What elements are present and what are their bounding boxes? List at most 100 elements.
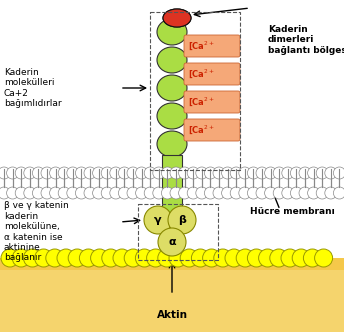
Circle shape xyxy=(68,249,86,267)
Circle shape xyxy=(247,167,259,179)
Circle shape xyxy=(147,249,164,267)
Circle shape xyxy=(153,187,165,199)
Circle shape xyxy=(58,167,70,179)
Circle shape xyxy=(161,187,173,199)
Circle shape xyxy=(144,187,156,199)
Circle shape xyxy=(213,167,225,179)
Circle shape xyxy=(75,187,87,199)
Text: [Ca$^{2+}$: [Ca$^{2+}$ xyxy=(188,68,215,80)
Circle shape xyxy=(35,249,53,267)
Circle shape xyxy=(239,167,251,179)
Circle shape xyxy=(127,187,139,199)
Text: Aktin: Aktin xyxy=(157,310,187,320)
Circle shape xyxy=(239,187,251,199)
Circle shape xyxy=(170,167,182,179)
Ellipse shape xyxy=(163,9,191,27)
Circle shape xyxy=(196,167,208,179)
Circle shape xyxy=(282,187,294,199)
Circle shape xyxy=(265,187,277,199)
Circle shape xyxy=(204,187,216,199)
Circle shape xyxy=(136,187,148,199)
Circle shape xyxy=(303,249,321,267)
Circle shape xyxy=(203,249,221,267)
Circle shape xyxy=(7,187,19,199)
Circle shape xyxy=(12,249,30,267)
Circle shape xyxy=(24,187,36,199)
Circle shape xyxy=(259,249,277,267)
Circle shape xyxy=(316,167,328,179)
Circle shape xyxy=(46,249,64,267)
Circle shape xyxy=(58,187,70,199)
Ellipse shape xyxy=(157,19,187,45)
FancyBboxPatch shape xyxy=(184,119,240,141)
Circle shape xyxy=(67,187,79,199)
Circle shape xyxy=(180,249,198,267)
Circle shape xyxy=(41,167,53,179)
Circle shape xyxy=(290,167,302,179)
Circle shape xyxy=(75,167,87,179)
Circle shape xyxy=(50,187,62,199)
Circle shape xyxy=(158,228,186,256)
Text: Hücre membranı: Hücre membranı xyxy=(250,208,335,216)
Circle shape xyxy=(84,167,96,179)
Circle shape xyxy=(282,167,294,179)
Ellipse shape xyxy=(157,75,187,101)
Ellipse shape xyxy=(163,9,191,27)
FancyBboxPatch shape xyxy=(184,63,240,85)
Circle shape xyxy=(144,167,156,179)
Circle shape xyxy=(325,187,337,199)
Circle shape xyxy=(158,249,176,267)
Circle shape xyxy=(93,167,105,179)
Circle shape xyxy=(144,206,172,234)
Circle shape xyxy=(161,167,173,179)
Circle shape xyxy=(299,167,311,179)
Text: [Ca$^{2+}$: [Ca$^{2+}$ xyxy=(188,124,215,136)
Text: [Ca$^{2+}$: [Ca$^{2+}$ xyxy=(188,96,215,108)
Text: [Ca$^{2+}$: [Ca$^{2+}$ xyxy=(188,40,215,52)
Circle shape xyxy=(0,187,10,199)
Circle shape xyxy=(124,249,142,267)
Circle shape xyxy=(213,187,225,199)
Circle shape xyxy=(222,187,234,199)
Circle shape xyxy=(204,167,216,179)
Circle shape xyxy=(281,249,299,267)
Circle shape xyxy=(0,167,10,179)
Circle shape xyxy=(15,167,27,179)
FancyBboxPatch shape xyxy=(184,91,240,113)
Circle shape xyxy=(24,167,36,179)
Circle shape xyxy=(179,167,191,179)
Circle shape xyxy=(7,167,19,179)
Circle shape xyxy=(153,167,165,179)
FancyBboxPatch shape xyxy=(184,35,240,57)
Circle shape xyxy=(316,187,328,199)
Circle shape xyxy=(196,187,208,199)
Circle shape xyxy=(225,249,243,267)
Circle shape xyxy=(214,249,232,267)
Circle shape xyxy=(270,249,288,267)
Ellipse shape xyxy=(157,103,187,129)
Circle shape xyxy=(333,187,344,199)
Circle shape xyxy=(187,187,199,199)
Text: β: β xyxy=(178,215,186,225)
Circle shape xyxy=(102,249,120,267)
Circle shape xyxy=(136,167,148,179)
Circle shape xyxy=(41,187,53,199)
Ellipse shape xyxy=(157,131,187,157)
Circle shape xyxy=(23,249,41,267)
Circle shape xyxy=(118,167,130,179)
Text: γ: γ xyxy=(154,215,162,225)
Circle shape xyxy=(247,249,266,267)
Circle shape xyxy=(67,167,79,179)
Text: Kaderin
molekülleri
Ca+2
bağımlıdırlar: Kaderin molekülleri Ca+2 bağımlıdırlar xyxy=(4,68,62,108)
Circle shape xyxy=(168,206,196,234)
Circle shape xyxy=(170,187,182,199)
Circle shape xyxy=(230,187,242,199)
Text: β ve γ katenin
kaderin
molekülüne,
α katenin ise
aktinine
bağlanır: β ve γ katenin kaderin molekülüne, α kat… xyxy=(4,202,69,263)
Circle shape xyxy=(110,187,122,199)
Circle shape xyxy=(179,187,191,199)
Circle shape xyxy=(79,249,97,267)
Circle shape xyxy=(308,167,320,179)
Circle shape xyxy=(236,249,254,267)
Circle shape xyxy=(1,249,19,267)
Circle shape xyxy=(273,167,285,179)
